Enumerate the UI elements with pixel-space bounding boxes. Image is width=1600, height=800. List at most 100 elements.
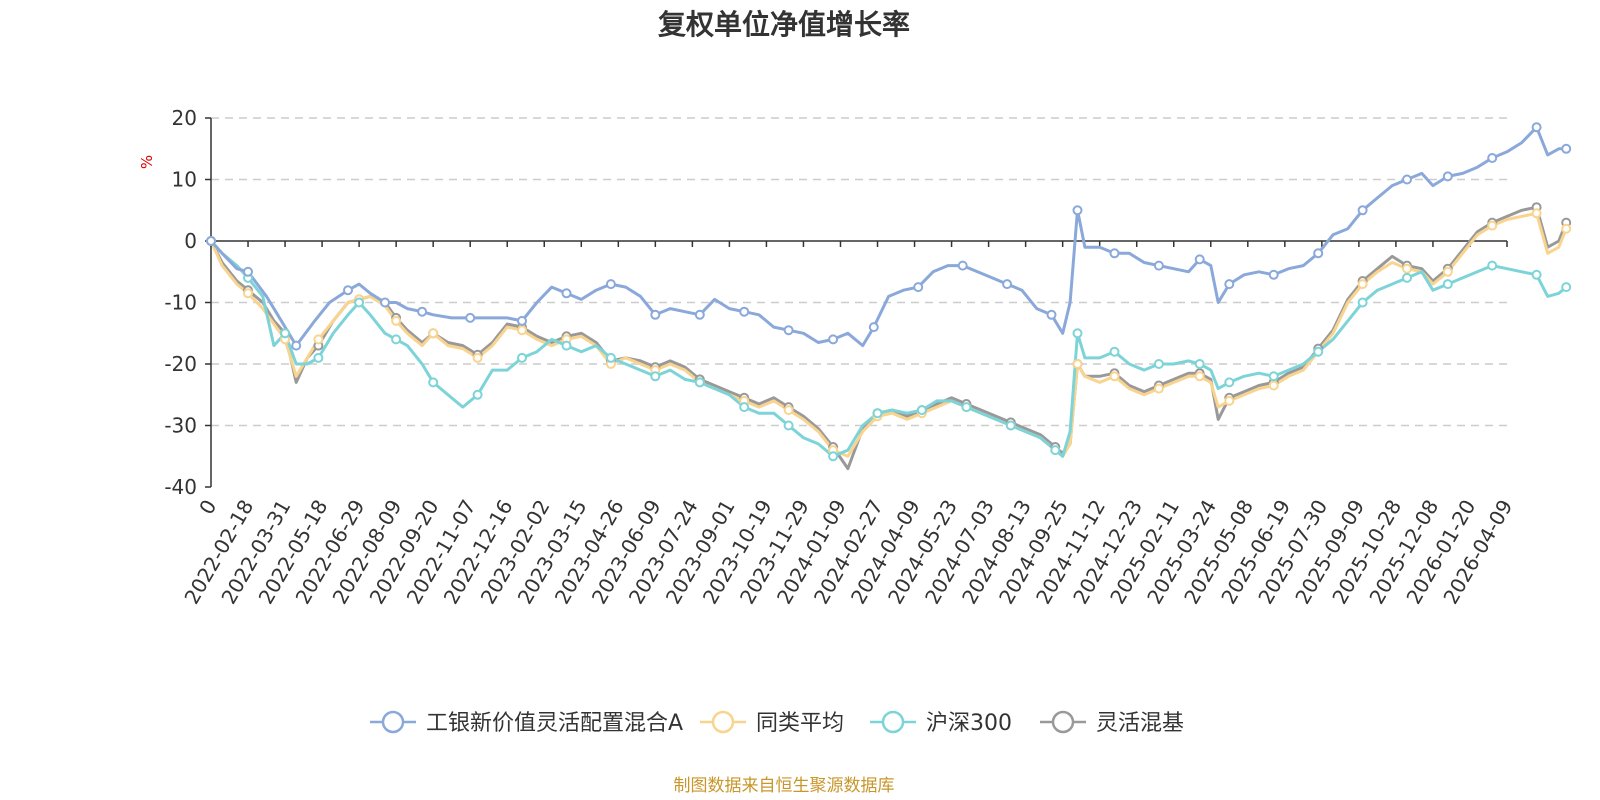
series-marker [561,288,572,299]
series-marker [428,377,439,388]
series-marker [1194,359,1205,369]
series-marker [517,352,527,363]
series-marker [739,306,750,317]
series-marker [1561,143,1572,154]
series-marker [1531,208,1542,219]
series-marker [1487,260,1498,271]
legend-marker [381,710,405,734]
series-marker [1224,395,1235,406]
series-marker [291,340,302,351]
gridlines [211,117,1507,427]
series-marker [465,312,476,323]
series-marker [1313,248,1324,259]
legend: 工银新价值灵活配置混合A 同类平均 沪深300 灵活混基 [370,710,1184,736]
y-axis-unit: % [138,155,156,169]
series-marker [1402,272,1412,283]
series-marker [243,288,253,299]
series-marker [783,325,794,336]
series-marker [739,402,750,413]
series-marker [1050,445,1061,456]
series-marker [650,309,661,320]
series-marker [1357,279,1368,290]
series-marker [313,334,324,345]
series-marker [280,328,291,339]
series-marker [1402,263,1412,274]
series-line [209,211,1568,458]
series-marker [1153,359,1164,369]
series-line [209,125,1567,348]
legend-marker [881,710,905,734]
series-marker [417,306,428,317]
legend-label: 沪深300 [926,711,1012,736]
y-tick-label: -10 [164,291,197,315]
series-marker [472,352,483,363]
series-marker [391,334,402,345]
series-marker [1002,279,1013,290]
legend-item[interactable]: 灵活混基 [1040,710,1184,736]
series-marker [343,285,353,296]
series-marker [961,402,972,413]
series-marker [913,282,924,293]
series-marker [1442,266,1453,277]
series-marker [1072,359,1083,369]
series-marker [872,408,883,419]
series-marker [783,405,794,416]
series-marker [243,266,253,277]
legend-marker [1051,710,1075,734]
y-axis: 20 10 0 -10 -20 -30 -40 [164,106,212,499]
legend-item[interactable]: 沪深300 [870,710,1012,736]
series-marker [561,340,572,351]
series-marker [206,236,216,246]
series-marker [1194,254,1205,265]
series-marker [391,315,402,326]
series-marker [1153,260,1164,271]
series-marker [1109,248,1120,259]
series-marker [650,371,661,382]
series-marker [1072,205,1083,216]
series-marker [1487,153,1498,163]
series-marker [1357,205,1368,216]
series-marker [1194,371,1205,382]
series-marker [868,322,879,333]
series-marker [1487,220,1498,231]
y-tick-label: -40 [164,475,197,499]
series-marker [1109,346,1120,357]
series-marker [517,315,527,326]
series-marker [1005,420,1016,431]
series-marker [428,328,439,339]
series-marker [1268,371,1279,382]
legend-item[interactable]: 同类平均 [700,710,844,736]
series-marker [354,297,365,308]
series-marker [1224,377,1235,388]
series-marker [957,260,968,271]
x-axis: 02022-02-182022-03-312022-05-182022-06-2… [179,240,1517,608]
series-marker [828,334,839,345]
y-tick-label: 0 [184,229,197,253]
series-marker [313,352,324,363]
series-marker [1224,279,1235,290]
series-marker [828,451,839,462]
series-marker [605,352,616,363]
series-marker [1531,269,1542,280]
series-marker [694,377,705,388]
series-marker [472,389,483,400]
series-marker [517,325,527,336]
y-tick-label: -30 [164,414,197,438]
legend-marker [711,710,735,734]
series-marker [380,297,390,308]
series-marker [1153,383,1164,394]
series-marker [1072,328,1083,339]
source-note: 制图数据来自恒生聚源数据库 [674,776,895,796]
series-marker [1357,297,1368,308]
y-tick-label: -20 [164,352,197,376]
legend-item[interactable]: 工银新价值灵活配置混合A [370,710,683,736]
chart-title: 复权单位净值增长率 [658,8,910,41]
series-marker [1442,279,1453,290]
legend-label: 同类平均 [756,711,844,736]
series-marker [1442,171,1453,182]
y-tick-label: 20 [172,106,197,130]
series-marker [916,405,927,416]
series-marker [1531,122,1542,133]
series-marker [1402,174,1412,185]
series-marker [1561,223,1572,234]
